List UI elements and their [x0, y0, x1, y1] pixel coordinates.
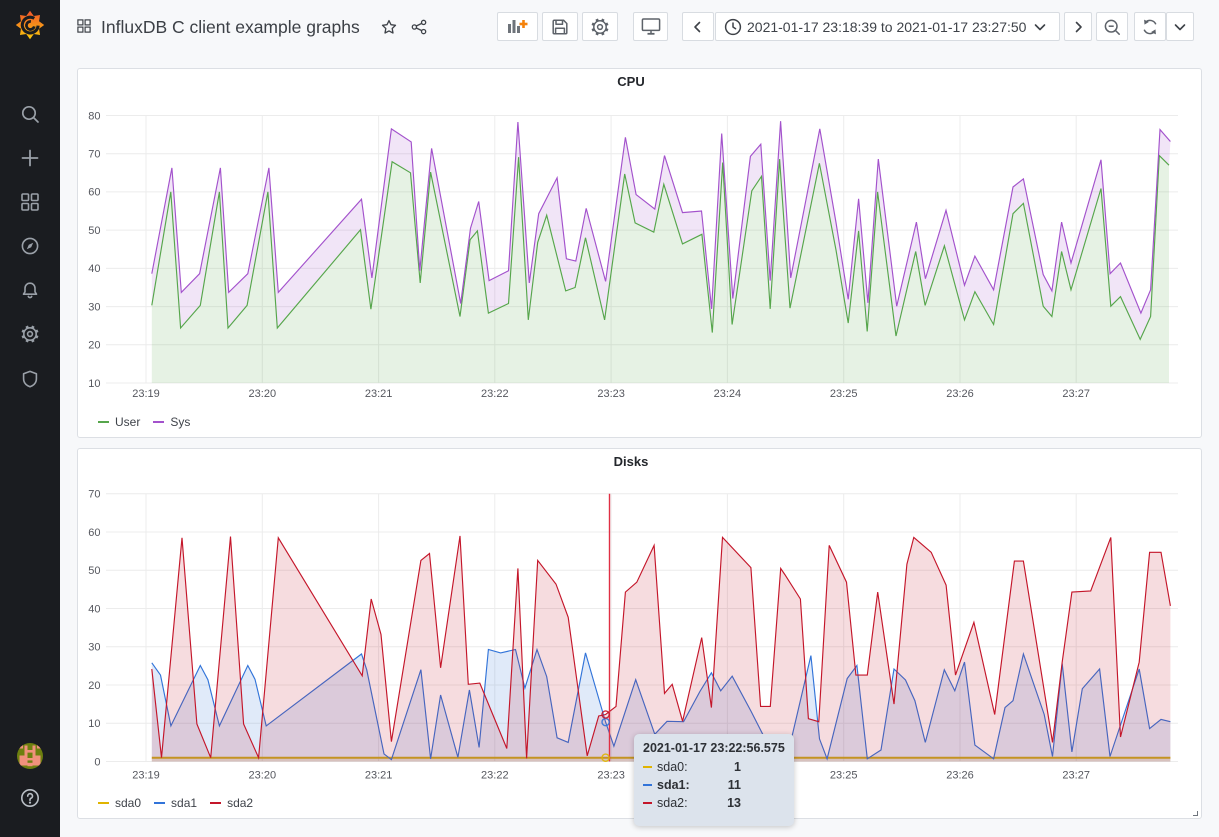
- svg-text:60: 60: [88, 527, 100, 539]
- svg-text:20: 20: [88, 680, 100, 692]
- svg-text:30: 30: [88, 642, 100, 654]
- svg-text:23:22: 23:22: [481, 388, 509, 400]
- svg-text:23:19: 23:19: [132, 770, 160, 782]
- svg-text:70: 70: [88, 149, 100, 161]
- svg-text:23:26: 23:26: [946, 388, 974, 400]
- svg-text:20: 20: [88, 340, 100, 352]
- svg-text:30: 30: [88, 301, 100, 313]
- svg-text:23:20: 23:20: [249, 770, 277, 782]
- svg-text:23:21: 23:21: [365, 770, 393, 782]
- svg-text:23:27: 23:27: [1062, 770, 1090, 782]
- svg-text:23:25: 23:25: [830, 388, 858, 400]
- svg-text:23:20: 23:20: [249, 388, 277, 400]
- svg-text:40: 40: [88, 263, 100, 275]
- svg-text:23:27: 23:27: [1062, 388, 1090, 400]
- svg-text:40: 40: [88, 603, 100, 615]
- svg-text:10: 10: [88, 378, 100, 390]
- svg-text:23:23: 23:23: [597, 388, 625, 400]
- svg-text:0: 0: [94, 756, 100, 768]
- svg-text:23:25: 23:25: [830, 770, 858, 782]
- svg-text:23:22: 23:22: [481, 770, 509, 782]
- svg-text:50: 50: [88, 565, 100, 577]
- svg-text:60: 60: [88, 187, 100, 199]
- svg-text:80: 80: [88, 110, 100, 122]
- svg-text:23:21: 23:21: [365, 388, 393, 400]
- svg-text:70: 70: [88, 489, 100, 501]
- svg-text:23:24: 23:24: [714, 388, 742, 400]
- svg-text:23:23: 23:23: [597, 770, 625, 782]
- svg-text:50: 50: [88, 225, 100, 237]
- svg-text:10: 10: [88, 718, 100, 730]
- svg-text:23:19: 23:19: [132, 388, 160, 400]
- svg-text:23:26: 23:26: [946, 770, 974, 782]
